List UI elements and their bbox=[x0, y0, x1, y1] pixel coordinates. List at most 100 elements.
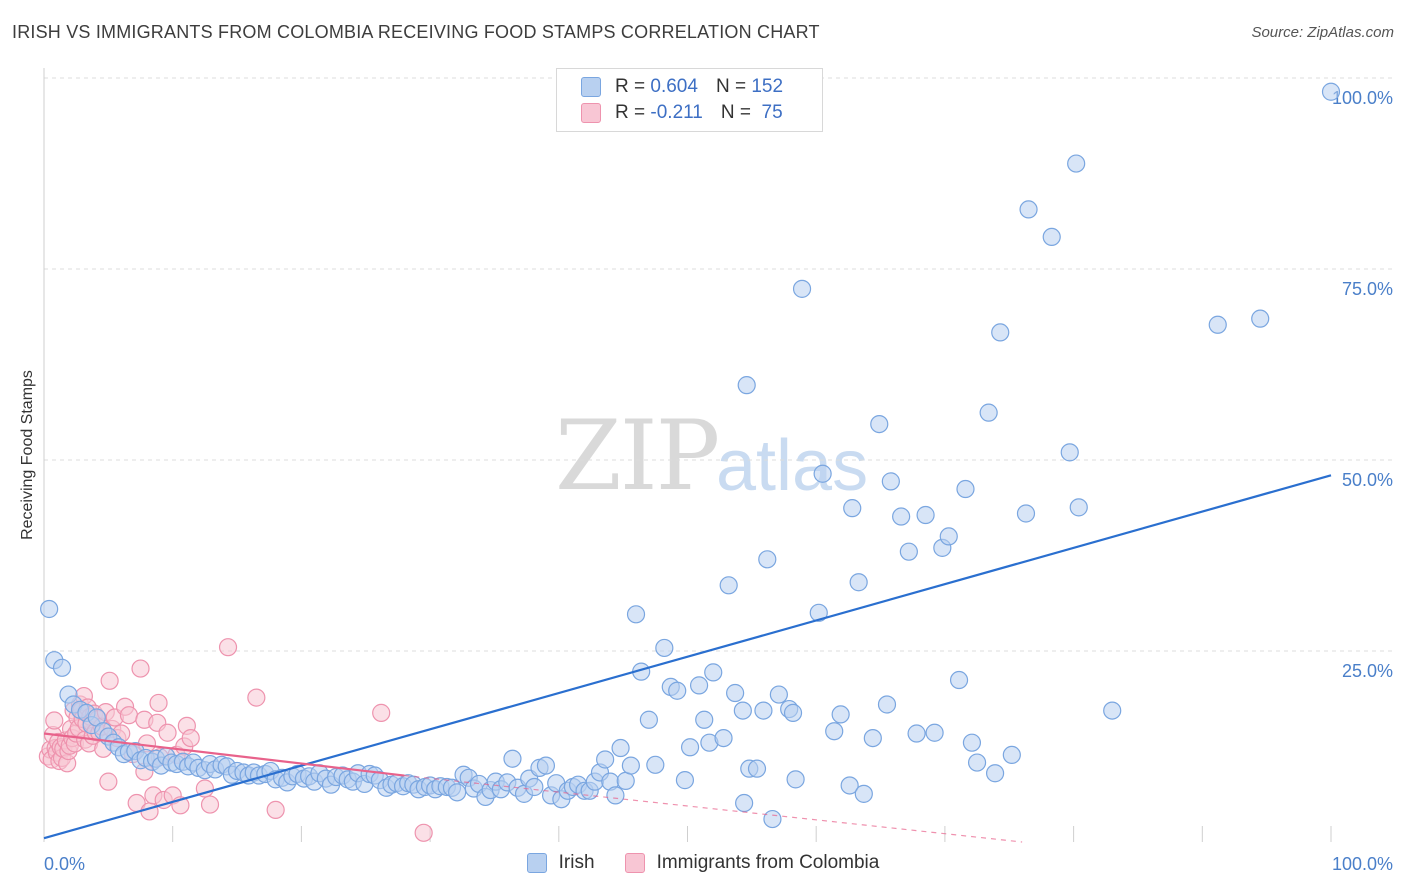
colombia-point bbox=[140, 802, 159, 821]
irish-point bbox=[1067, 154, 1086, 173]
irish-point bbox=[525, 777, 544, 797]
irish-point bbox=[809, 603, 828, 622]
irish-point bbox=[1069, 498, 1088, 517]
chart-title: IRISH VS IMMIGRANTS FROM COLOMBIA RECEIV… bbox=[12, 22, 820, 42]
source-label: Source: ZipAtlas.com bbox=[1251, 24, 1394, 41]
irish-r-value: 0.604 bbox=[650, 76, 698, 97]
irish-point bbox=[1208, 315, 1227, 334]
colombia-point bbox=[200, 795, 220, 814]
irish-point bbox=[704, 663, 723, 682]
colombia-point bbox=[119, 706, 139, 725]
irish-point bbox=[792, 279, 812, 298]
irish-point bbox=[1103, 701, 1122, 720]
colombia-point bbox=[266, 800, 285, 820]
irish-point bbox=[536, 756, 556, 775]
colombia-trendline-extension bbox=[404, 774, 1023, 843]
irish-point bbox=[881, 472, 900, 491]
y-tick-label: 50.0% bbox=[1342, 470, 1393, 490]
colombia-n-value: 75 bbox=[761, 102, 783, 123]
irish-point bbox=[892, 507, 911, 526]
irish-point bbox=[1019, 200, 1038, 219]
irish-point bbox=[754, 701, 773, 720]
irish-point bbox=[655, 638, 674, 658]
irish-point bbox=[737, 376, 756, 395]
irish-point bbox=[747, 759, 767, 778]
irish-point bbox=[786, 770, 805, 789]
irish-point bbox=[611, 738, 630, 758]
legend-row-irish: R = 0.604 N = 152 bbox=[581, 74, 783, 100]
colombia-point bbox=[131, 659, 150, 678]
irish-point bbox=[680, 738, 700, 757]
irish-point bbox=[758, 550, 777, 569]
colombia-point bbox=[181, 728, 200, 748]
colombia-point bbox=[218, 638, 238, 657]
irish-point bbox=[1251, 309, 1270, 328]
irish-legend-swatch bbox=[526, 853, 547, 873]
irish-trendline bbox=[43, 474, 1332, 840]
colombia-point bbox=[372, 703, 391, 722]
irish-point bbox=[695, 710, 714, 729]
watermark-zip: ZIP bbox=[555, 400, 720, 512]
irish-point bbox=[962, 733, 982, 752]
colombia-point bbox=[99, 772, 118, 791]
series-legend: Irish Immigrants from Colombia bbox=[0, 852, 1406, 874]
colombia-trendline bbox=[43, 732, 405, 777]
irish-point bbox=[646, 755, 665, 774]
irish-point bbox=[949, 670, 969, 690]
y-tick-label: 25.0% bbox=[1342, 661, 1393, 681]
irish-point bbox=[979, 403, 998, 422]
irish-point bbox=[854, 784, 873, 803]
irish-point bbox=[448, 783, 467, 802]
irish-point bbox=[52, 658, 72, 677]
colombia-legend-label: Immigrants from Colombia bbox=[656, 852, 880, 873]
irish-swatch bbox=[581, 77, 601, 97]
irish-point bbox=[967, 753, 987, 772]
irish-point bbox=[1002, 745, 1021, 765]
irish-point bbox=[849, 573, 868, 592]
y-tick-label: 100.0% bbox=[1332, 88, 1393, 108]
irish-point bbox=[843, 499, 862, 518]
irish-point bbox=[40, 599, 59, 619]
irish-point bbox=[877, 695, 897, 714]
colombia-swatch bbox=[581, 103, 601, 123]
x-tick-label: 100.0% bbox=[1332, 854, 1393, 874]
irish-point bbox=[626, 605, 646, 624]
colombia-point bbox=[195, 779, 214, 798]
irish-point bbox=[870, 414, 889, 434]
irish-point bbox=[783, 703, 803, 722]
colombia-r-value: -0.211 bbox=[650, 102, 703, 123]
irish-point bbox=[956, 479, 975, 499]
legend-item-colombia: Immigrants from Colombia bbox=[624, 852, 880, 874]
colombia-point bbox=[100, 671, 119, 690]
irish-point bbox=[1321, 82, 1341, 101]
irish-point bbox=[863, 728, 882, 748]
legend-item-irish: Irish bbox=[526, 852, 595, 874]
colombia-point bbox=[149, 693, 168, 713]
irish-point bbox=[668, 681, 687, 700]
irish-point bbox=[714, 728, 733, 748]
colombia-point bbox=[45, 711, 64, 730]
irish-point bbox=[503, 749, 522, 768]
irish-point bbox=[596, 750, 615, 769]
irish-point bbox=[925, 723, 944, 742]
irish-point bbox=[719, 576, 738, 595]
irish-point bbox=[735, 793, 754, 813]
irish-point bbox=[899, 542, 918, 561]
irish-n-value: 152 bbox=[751, 76, 784, 97]
irish-point bbox=[907, 724, 926, 743]
irish-point bbox=[1042, 227, 1061, 247]
legend-r-label: R = bbox=[615, 102, 646, 123]
irish-point bbox=[1060, 443, 1079, 462]
irish-point bbox=[606, 786, 625, 805]
irish-point bbox=[831, 705, 850, 724]
legend-row-colombia: R = -0.211 N = 75 bbox=[581, 100, 783, 126]
irish-point bbox=[985, 764, 1005, 783]
irish-point bbox=[639, 710, 658, 729]
x-tick-label: 0.0% bbox=[44, 854, 85, 874]
colombia-legend-swatch bbox=[624, 853, 645, 873]
watermark-atlas: atlas bbox=[716, 426, 869, 506]
legend-n-label: N = bbox=[720, 102, 751, 123]
irish-point bbox=[1016, 504, 1036, 523]
irish-point bbox=[726, 683, 745, 703]
